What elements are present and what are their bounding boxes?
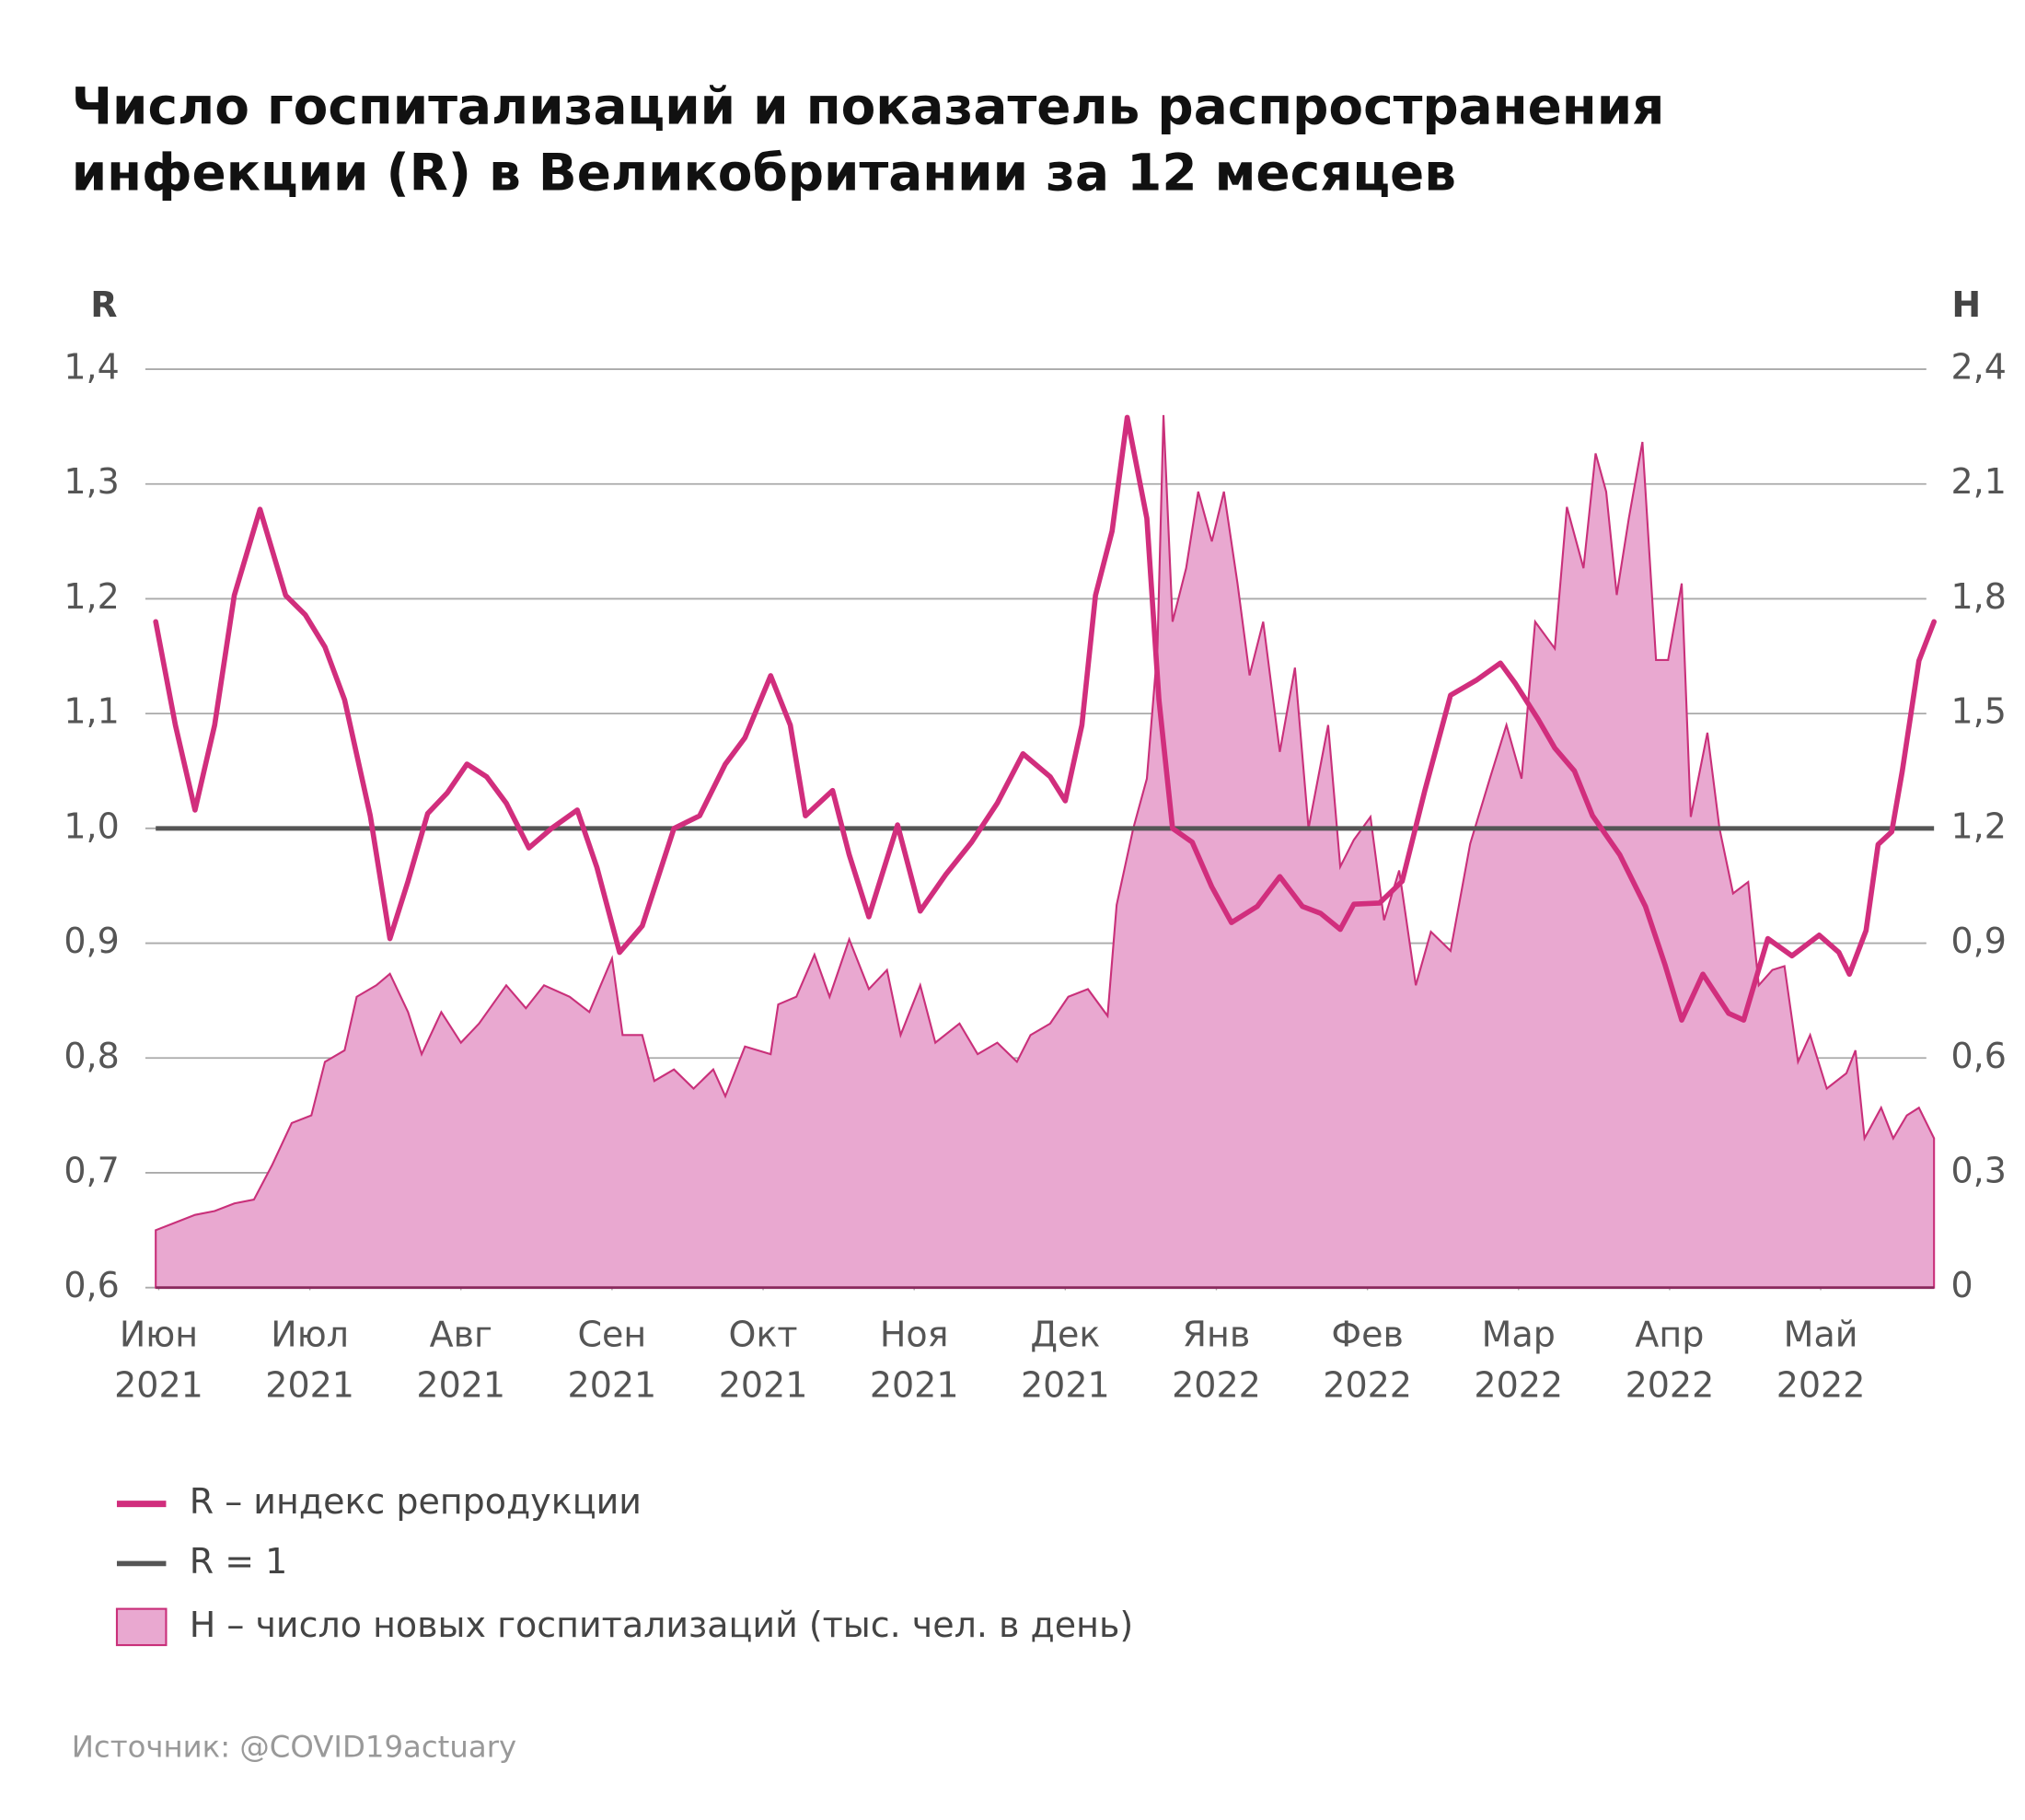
y2-tick-label: 0,3 <box>1950 1150 2006 1190</box>
y-tick-label: 0,9 <box>64 921 119 961</box>
y2-tick-label: 2,1 <box>1950 461 2006 502</box>
x-tick-label: 2022 <box>1172 1365 1261 1406</box>
x-tick-label: Июн <box>120 1315 198 1355</box>
legend-label: R = 1 <box>190 1541 288 1582</box>
line <box>153 414 1937 1023</box>
area <box>155 414 1936 1289</box>
chart-title: Число госпитализаций и показатель распро… <box>72 77 1665 136</box>
x-tick-label: Июл <box>271 1315 349 1355</box>
x-tick-label: 2021 <box>870 1365 959 1406</box>
x-tick-label: Авг <box>430 1315 492 1355</box>
x-tick-label: Дек <box>1030 1315 1100 1355</box>
y-tick-label: 1,1 <box>64 691 119 732</box>
y-tick-label: 1,3 <box>64 461 119 502</box>
y-tick-label: 0,6 <box>64 1265 119 1305</box>
legend-label: H – число новых госпитализаций (тыс. чел… <box>190 1605 1133 1645</box>
y2-tick-label: 2,4 <box>1950 347 2006 388</box>
source: Источник: @COVID19actuary <box>72 1730 516 1765</box>
x-tick-label: Янв <box>1183 1315 1251 1355</box>
x-tick-label: 2021 <box>719 1365 808 1406</box>
y-tick-label: 1,0 <box>64 806 119 846</box>
legend-label: R – индекс репродукции <box>190 1481 642 1522</box>
y2-tick-label: 1,8 <box>1950 576 2006 617</box>
y2-tick-label: 1,2 <box>1950 806 2006 846</box>
y2-tick-label: 1,5 <box>1950 691 2006 732</box>
legend-swatch <box>115 1607 168 1647</box>
y-axis-label: R <box>90 284 117 325</box>
x-tick-label: 2022 <box>1323 1365 1412 1406</box>
y2-tick-label: 0 <box>1950 1265 1973 1305</box>
x-tick-label: 2021 <box>416 1365 505 1406</box>
x-tick-label: 2021 <box>114 1365 203 1406</box>
y2-tick-label: 0,9 <box>1950 921 2006 961</box>
x-tick-label: Окт <box>729 1315 798 1355</box>
x-tick-label: 2021 <box>1021 1365 1110 1406</box>
y2-tick-label: 0,6 <box>1950 1036 2006 1076</box>
x-tick-label: Сен <box>578 1315 647 1355</box>
chart-title: инфекции (R) в Великобритании за 12 меся… <box>72 144 1456 203</box>
y-tick-label: 0,7 <box>64 1150 119 1190</box>
y-tick-label: 0,8 <box>64 1036 119 1076</box>
x-tick-label: 2022 <box>1626 1365 1715 1406</box>
y-tick-label: 1,2 <box>64 576 119 617</box>
x-tick-label: Фев <box>1331 1315 1403 1355</box>
x-tick-label: 2021 <box>265 1365 354 1406</box>
x-tick-label: 2022 <box>1776 1365 1866 1406</box>
x-tick-label: Мар <box>1482 1315 1556 1355</box>
x-tick-label: Ноя <box>880 1315 949 1355</box>
x-tick-label: 2021 <box>568 1365 657 1406</box>
y-tick-label: 1,4 <box>64 347 119 388</box>
x-tick-label: Апр <box>1635 1315 1704 1355</box>
x-tick-label: Май <box>1784 1315 1858 1355</box>
y2-axis-label: H <box>1951 284 1981 325</box>
x-tick-label: 2022 <box>1474 1365 1563 1406</box>
